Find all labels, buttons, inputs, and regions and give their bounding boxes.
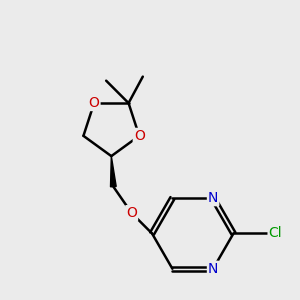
Polygon shape [110, 156, 116, 187]
Text: O: O [126, 206, 137, 220]
Text: N: N [208, 191, 218, 205]
Text: N: N [208, 262, 218, 276]
Text: Cl: Cl [268, 226, 282, 241]
Text: O: O [134, 129, 145, 143]
Text: O: O [89, 96, 100, 110]
